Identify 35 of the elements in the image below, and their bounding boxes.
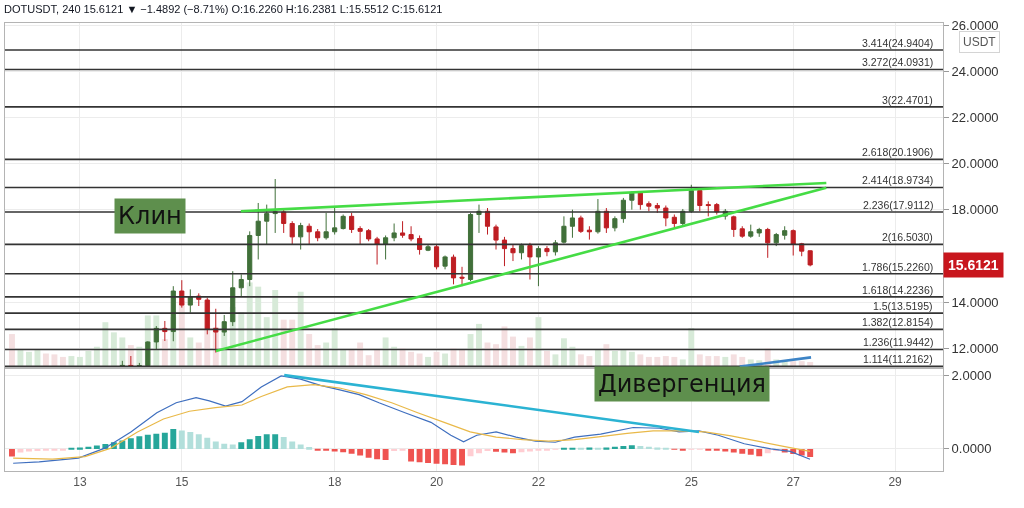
- ref-line-label: 1.382(12.8154): [862, 316, 934, 328]
- ref-line-label: 2(16.5030): [882, 231, 933, 243]
- y-tick-label: 18.0000: [951, 202, 999, 218]
- ref-line-label: 1.5(13.5195): [873, 300, 933, 312]
- annotation: Клин: [118, 202, 182, 230]
- x-tick-label: 18: [327, 475, 342, 490]
- ref-line-label: 3.272(24.0931): [862, 56, 934, 68]
- y-axis-title: USDT: [963, 35, 997, 49]
- x-tick-label: 20: [429, 475, 444, 490]
- y-tick-label: 2.0000: [951, 367, 992, 383]
- y-tick-label: 26.0000: [951, 18, 999, 34]
- x-tick-label: 15: [175, 475, 189, 490]
- ref-line-label: 2.414(18.9734): [862, 174, 934, 186]
- x-tick-label: 29: [888, 475, 903, 490]
- ref-line-label: 3(22.4701): [882, 94, 933, 106]
- ref-line-label: 2.236(17.9112): [863, 199, 934, 211]
- ref-line-label: 1.236(11.9442): [863, 336, 934, 348]
- x-tick-label: 22: [531, 475, 546, 490]
- y-tick-label: 14.0000: [951, 294, 999, 310]
- ref-line-label: 1.114(11.2162): [863, 353, 933, 365]
- y-tick-label: 22.0000: [951, 110, 999, 126]
- ref-line-label: 1.618(14.2236): [862, 284, 934, 296]
- y-tick-label: 20.0000: [951, 156, 999, 172]
- ref-line-label: 3.414(24.9404): [862, 37, 934, 49]
- x-tick-label: 27: [786, 475, 801, 490]
- y-tick-label: 0.0000: [951, 441, 992, 457]
- ref-line-label: 2.618(20.1906): [862, 146, 934, 158]
- text: 15.6121: [948, 257, 999, 273]
- chart-title: DOTUSDT, 240 15.6121 ▼ −1.4892 (−8.71%) O:16.2260 H:16.2381 L:15.5512 C:15.6121: [4, 2, 443, 15]
- annotation: Дивергенция: [598, 370, 766, 398]
- x-tick-label: 25: [684, 475, 699, 490]
- x-tick-label: 13: [73, 475, 87, 490]
- y-tick-label: 12.0000: [951, 340, 999, 356]
- y-tick-label: 24.0000: [951, 64, 999, 80]
- ref-line-label: 1.786(15.2260): [862, 261, 934, 273]
